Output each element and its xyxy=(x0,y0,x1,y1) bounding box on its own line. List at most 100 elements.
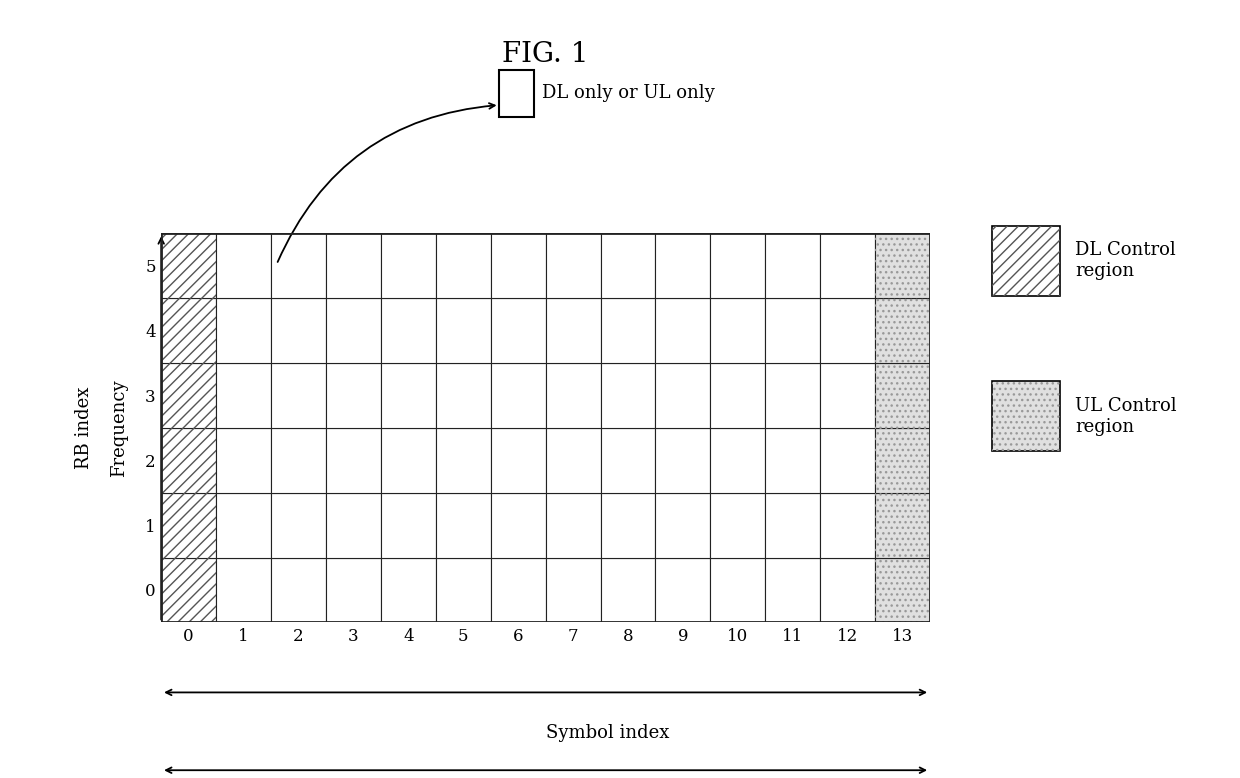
Bar xyxy=(161,298,216,363)
Bar xyxy=(326,233,381,298)
Bar xyxy=(600,428,656,492)
Bar xyxy=(161,363,216,428)
Bar xyxy=(656,428,711,492)
Text: FIG. 1: FIG. 1 xyxy=(502,41,589,68)
Bar xyxy=(546,428,600,492)
Bar xyxy=(491,558,546,622)
Bar xyxy=(656,363,711,428)
Bar xyxy=(161,298,216,363)
Bar xyxy=(656,558,711,622)
Bar xyxy=(381,298,435,363)
Bar xyxy=(875,558,930,622)
Bar xyxy=(600,363,656,428)
Bar xyxy=(272,298,326,363)
Bar xyxy=(491,492,546,558)
Bar xyxy=(381,492,435,558)
Bar xyxy=(711,363,765,428)
Bar xyxy=(435,298,491,363)
Bar xyxy=(875,298,930,363)
Bar xyxy=(161,492,216,558)
Bar xyxy=(272,428,326,492)
Bar xyxy=(656,492,711,558)
Bar xyxy=(381,428,435,492)
Bar xyxy=(216,558,272,622)
Bar xyxy=(820,298,875,363)
Bar xyxy=(765,363,820,428)
Bar xyxy=(711,558,765,622)
Bar xyxy=(765,558,820,622)
Bar xyxy=(381,558,435,622)
Bar xyxy=(161,363,216,428)
Bar xyxy=(435,233,491,298)
Bar xyxy=(161,558,216,622)
Bar xyxy=(820,363,875,428)
Bar xyxy=(765,233,820,298)
Bar xyxy=(875,298,930,363)
Bar xyxy=(381,233,435,298)
Bar xyxy=(875,492,930,558)
Bar xyxy=(875,233,930,298)
Bar xyxy=(161,492,216,558)
Bar xyxy=(272,558,326,622)
Bar xyxy=(600,558,656,622)
Bar xyxy=(765,492,820,558)
Bar xyxy=(216,363,272,428)
Bar xyxy=(600,492,656,558)
Bar xyxy=(711,298,765,363)
Bar xyxy=(216,233,272,298)
Text: UL Control
region: UL Control region xyxy=(1075,397,1177,436)
Bar xyxy=(875,492,930,558)
Bar xyxy=(491,298,546,363)
Bar xyxy=(546,558,600,622)
Bar xyxy=(820,492,875,558)
Bar xyxy=(435,363,491,428)
Bar xyxy=(326,363,381,428)
FancyBboxPatch shape xyxy=(500,70,534,117)
Bar xyxy=(875,428,930,492)
Bar xyxy=(875,558,930,622)
Text: RB index: RB index xyxy=(76,387,93,469)
Bar xyxy=(875,428,930,492)
Bar xyxy=(326,298,381,363)
Text: Frequency: Frequency xyxy=(110,379,128,477)
Bar xyxy=(216,428,272,492)
Bar xyxy=(435,558,491,622)
Bar xyxy=(435,492,491,558)
Bar xyxy=(546,233,600,298)
Bar xyxy=(765,428,820,492)
Bar xyxy=(161,233,216,298)
Bar xyxy=(326,558,381,622)
Bar xyxy=(711,428,765,492)
Bar xyxy=(765,298,820,363)
Bar xyxy=(216,298,272,363)
Bar xyxy=(546,363,600,428)
Bar xyxy=(491,233,546,298)
Bar xyxy=(656,298,711,363)
Bar xyxy=(600,298,656,363)
Bar xyxy=(272,492,326,558)
Bar xyxy=(435,428,491,492)
Bar xyxy=(272,363,326,428)
Bar xyxy=(711,233,765,298)
Bar xyxy=(820,428,875,492)
Bar xyxy=(381,363,435,428)
Bar xyxy=(875,233,930,298)
Bar xyxy=(161,233,216,298)
Bar xyxy=(546,298,600,363)
Bar xyxy=(820,233,875,298)
Bar xyxy=(161,428,216,492)
Bar xyxy=(711,492,765,558)
Bar xyxy=(875,363,930,428)
Bar xyxy=(491,428,546,492)
Bar xyxy=(546,492,600,558)
Text: Symbol index: Symbol index xyxy=(546,724,668,741)
Bar xyxy=(875,363,930,428)
Bar xyxy=(161,558,216,622)
Bar xyxy=(656,233,711,298)
Bar xyxy=(326,428,381,492)
Bar xyxy=(491,363,546,428)
Text: DL Control
region: DL Control region xyxy=(1075,241,1176,280)
Bar xyxy=(161,428,216,492)
Bar xyxy=(820,558,875,622)
Bar xyxy=(216,492,272,558)
